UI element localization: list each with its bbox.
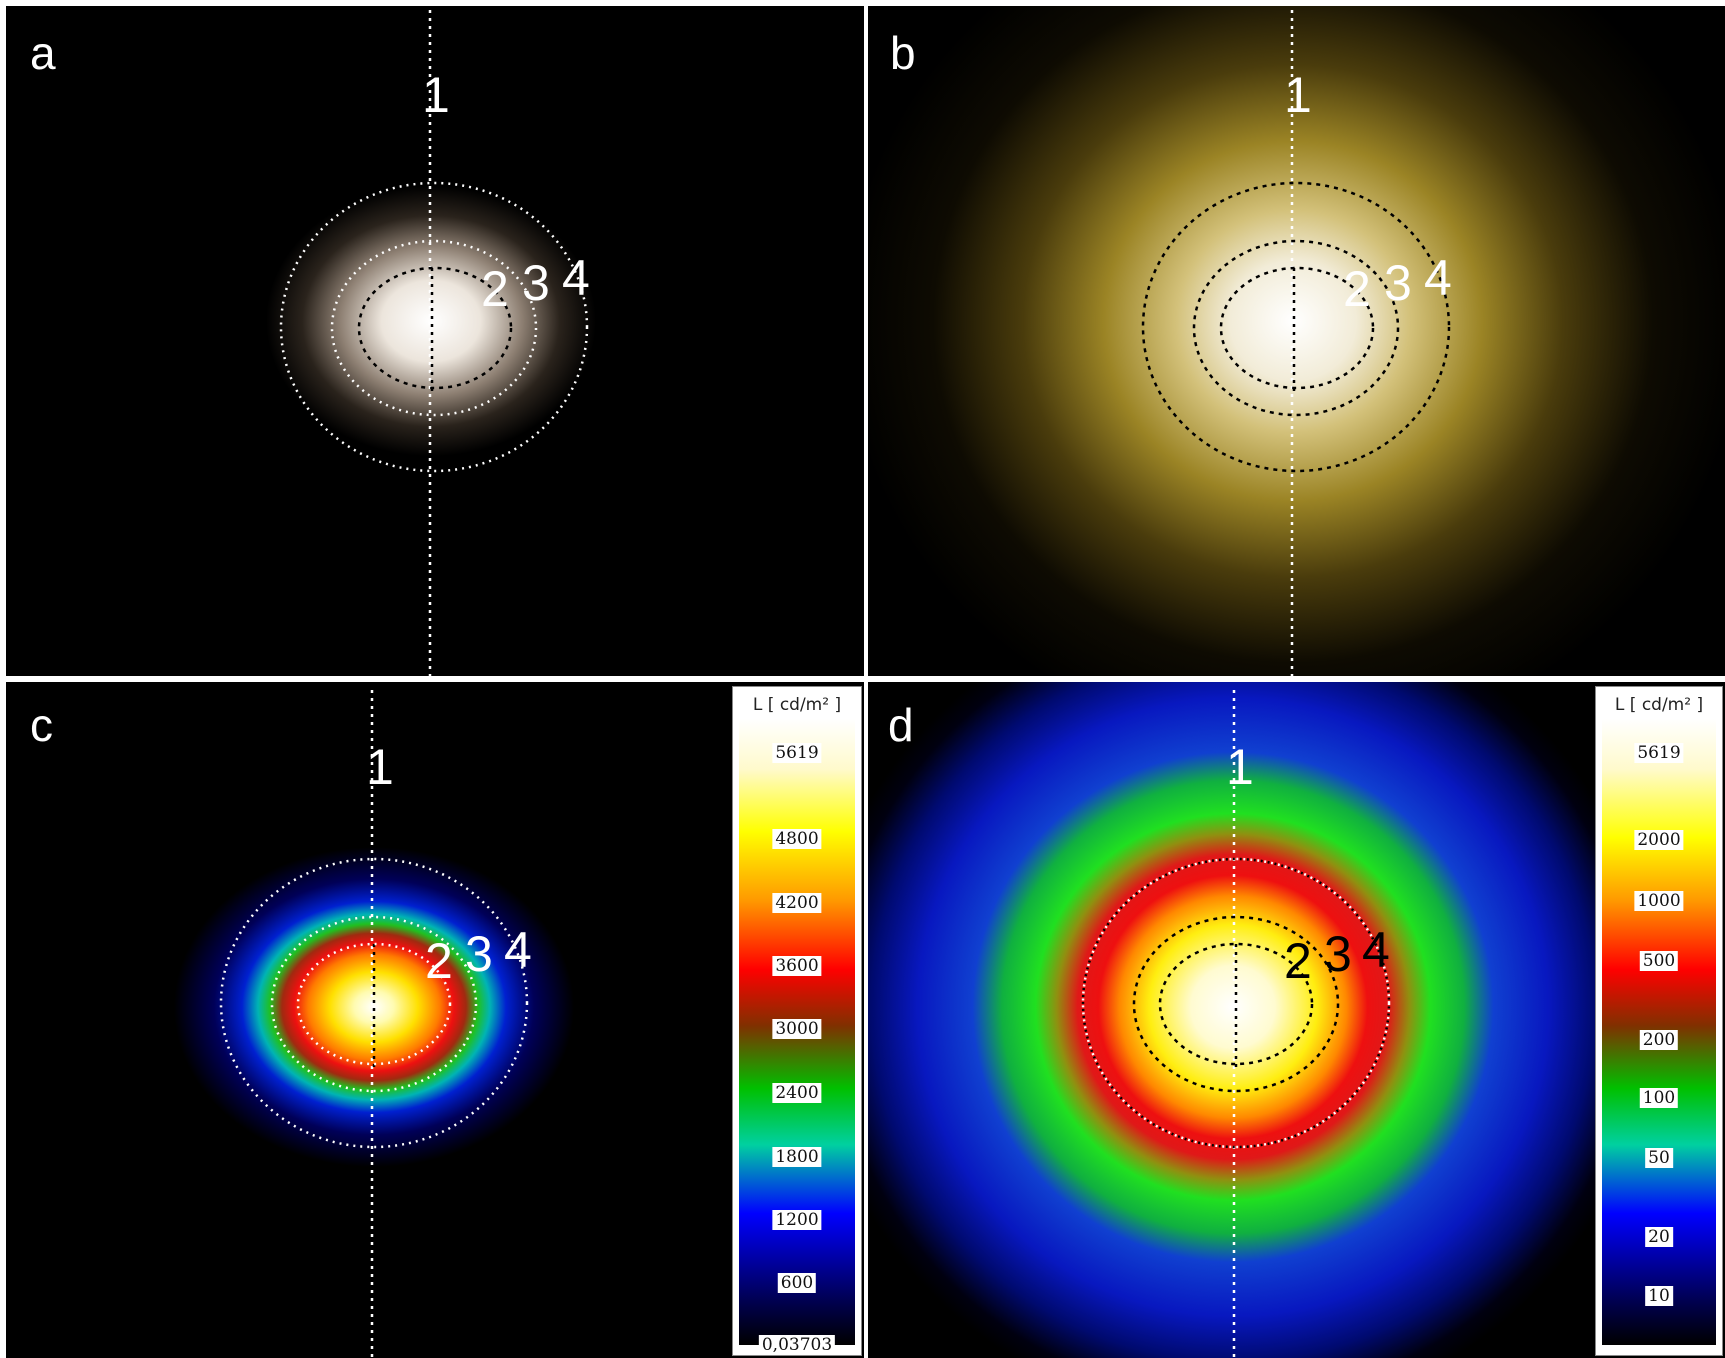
panel-c: c 1 2 3 4 L [ cd/m² ] 5619 4800 4200 360…: [6, 682, 864, 1358]
panel-a: a 1 2 3 4: [6, 6, 864, 676]
legend-tick: 5619: [1634, 743, 1684, 763]
legend-unit: L [ cd/m² ]: [1614, 695, 1704, 715]
legend-unit: L [ cd/m² ]: [752, 695, 842, 715]
legend-tick: 1200: [772, 1210, 822, 1230]
contour-2: [357, 266, 513, 390]
color-legend-d: L [ cd/m² ] 5619 2000 1000 500 200 100 5…: [1595, 686, 1723, 1356]
label-3: 3: [1324, 926, 1352, 982]
contour-4: [1141, 181, 1451, 473]
label-1: 1: [1284, 67, 1312, 123]
legend-tick: 200: [1639, 1030, 1679, 1050]
legend-tick: 10: [1645, 1286, 1673, 1306]
legend-tick: 2000: [1634, 830, 1684, 850]
luminance-image-a: [6, 6, 864, 676]
label-2: 2: [1343, 261, 1371, 317]
contour-4: [1081, 857, 1391, 1149]
contour-4: [279, 181, 589, 473]
label-2: 2: [425, 933, 453, 989]
legend-tick: 600: [777, 1273, 817, 1293]
light-spot: [868, 6, 1725, 676]
legend-tick: 2400: [772, 1083, 822, 1103]
light-spot: [6, 682, 864, 1358]
label-4: 4: [504, 922, 532, 978]
contour-3: [270, 915, 478, 1093]
light-spot: [868, 682, 1725, 1358]
label-1: 1: [422, 67, 450, 123]
label-3: 3: [465, 926, 493, 982]
contour-2: [296, 942, 452, 1066]
contour-3: [330, 239, 538, 417]
legend-tick: 100: [1639, 1088, 1679, 1108]
label-3: 3: [522, 255, 550, 311]
label-1: 1: [1226, 739, 1254, 795]
legend-tick: 5619: [772, 743, 822, 763]
legend-tick: 0,03703: [758, 1335, 836, 1355]
contour-4: [219, 857, 529, 1149]
luminance-image-b: [868, 6, 1725, 676]
legend-tick: 20: [1645, 1227, 1673, 1247]
label-1: 1: [366, 739, 394, 795]
label-4: 4: [562, 250, 590, 306]
legend-tick: 4800: [772, 829, 822, 849]
label-3: 3: [1384, 255, 1412, 311]
contour-2: [1158, 942, 1314, 1066]
panel-letter: a: [30, 27, 56, 79]
contour-2: [1219, 266, 1375, 390]
legend-tick: 50: [1645, 1148, 1673, 1168]
legend-tick: 3000: [772, 1019, 822, 1039]
contour-3: [1132, 915, 1340, 1093]
label-4: 4: [1362, 922, 1390, 978]
panel-b: b 1 2 3 4: [868, 6, 1725, 676]
false-color-image-c: [6, 682, 864, 1358]
label-2: 2: [1284, 933, 1312, 989]
legend-tick: 1800: [772, 1147, 822, 1167]
label-4: 4: [1424, 250, 1452, 306]
legend-tick: 4200: [772, 893, 822, 913]
panel-letter: c: [30, 699, 53, 751]
label-2: 2: [481, 261, 509, 317]
panel-letter: d: [888, 699, 914, 751]
panel-d: d 1 2 3 4 L [ cd/m² ] 5619 2000 1000 500…: [868, 682, 1725, 1358]
false-color-image-d: [868, 682, 1725, 1358]
light-spot: [6, 6, 864, 676]
contour-3: [1192, 239, 1400, 417]
legend-tick: 3600: [772, 956, 822, 976]
legend-tick: 500: [1639, 951, 1679, 971]
color-legend-c: L [ cd/m² ] 5619 4800 4200 3600 3000 240…: [732, 686, 862, 1356]
legend-tick: 1000: [1634, 891, 1684, 911]
panel-letter: b: [890, 27, 916, 79]
